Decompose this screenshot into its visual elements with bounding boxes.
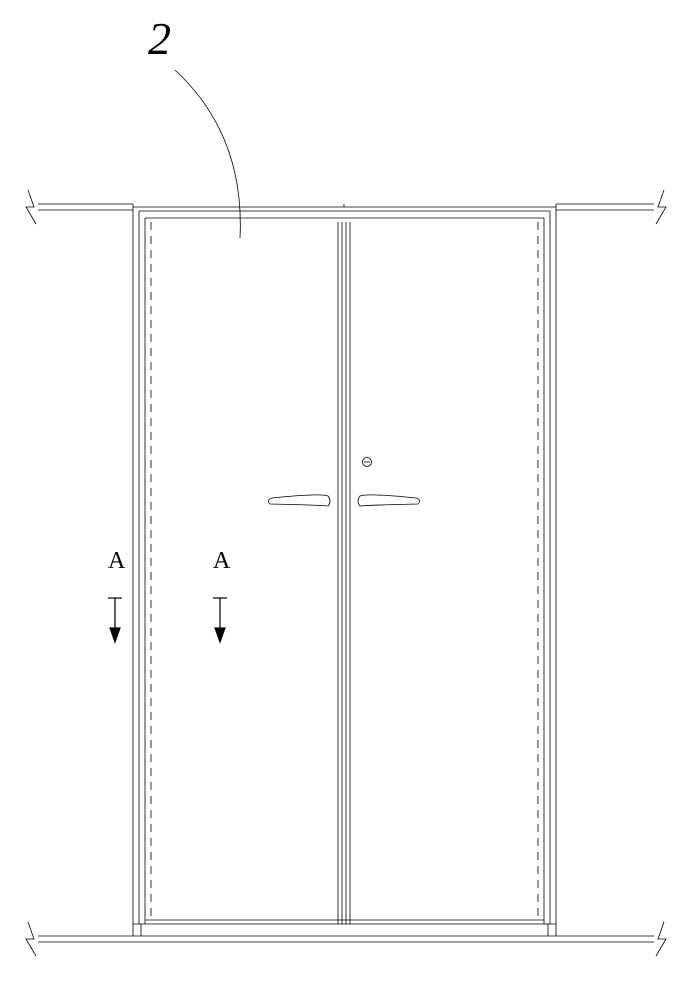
section-marker-a-right: A (213, 548, 230, 575)
section-marker-a-left: A (108, 548, 125, 575)
door-elevation-drawing (26, 70, 666, 956)
callout-number-2: 2 (148, 12, 171, 65)
